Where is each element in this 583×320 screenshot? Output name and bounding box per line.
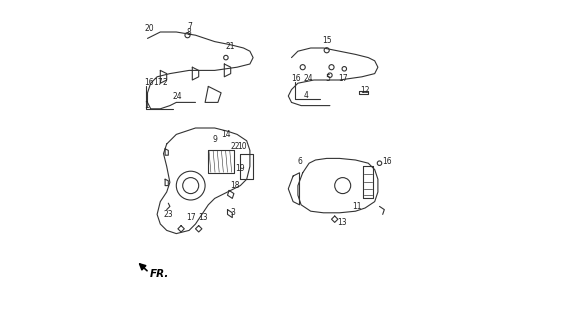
- Text: 16: 16: [382, 157, 391, 166]
- Text: 22: 22: [231, 142, 240, 151]
- Text: 11: 11: [352, 202, 362, 211]
- Text: 17: 17: [153, 78, 163, 87]
- Text: 6: 6: [298, 157, 303, 166]
- Text: 2: 2: [163, 78, 167, 87]
- Text: 4: 4: [303, 91, 308, 100]
- Text: 5: 5: [325, 74, 330, 83]
- Text: 19: 19: [236, 164, 245, 173]
- Text: 16: 16: [292, 74, 301, 83]
- Text: 1: 1: [145, 101, 149, 110]
- Text: 10: 10: [237, 142, 247, 151]
- Text: 8: 8: [187, 28, 192, 37]
- Text: 3: 3: [231, 208, 236, 217]
- Text: 17: 17: [187, 213, 196, 222]
- Text: 15: 15: [322, 36, 332, 45]
- Text: 9: 9: [212, 135, 217, 144]
- Text: 12: 12: [360, 86, 370, 95]
- Text: 18: 18: [230, 181, 240, 190]
- Text: 13: 13: [337, 218, 347, 227]
- Text: 14: 14: [221, 130, 231, 139]
- Text: 13: 13: [199, 213, 208, 222]
- Text: 24: 24: [303, 74, 313, 83]
- Text: 7: 7: [187, 22, 192, 31]
- Text: FR.: FR.: [150, 268, 170, 279]
- Text: 21: 21: [226, 42, 236, 51]
- Text: 23: 23: [163, 210, 173, 219]
- Text: 17: 17: [338, 74, 347, 83]
- Text: 24: 24: [173, 92, 182, 100]
- Text: 20: 20: [145, 24, 154, 33]
- Text: 16: 16: [145, 78, 154, 87]
